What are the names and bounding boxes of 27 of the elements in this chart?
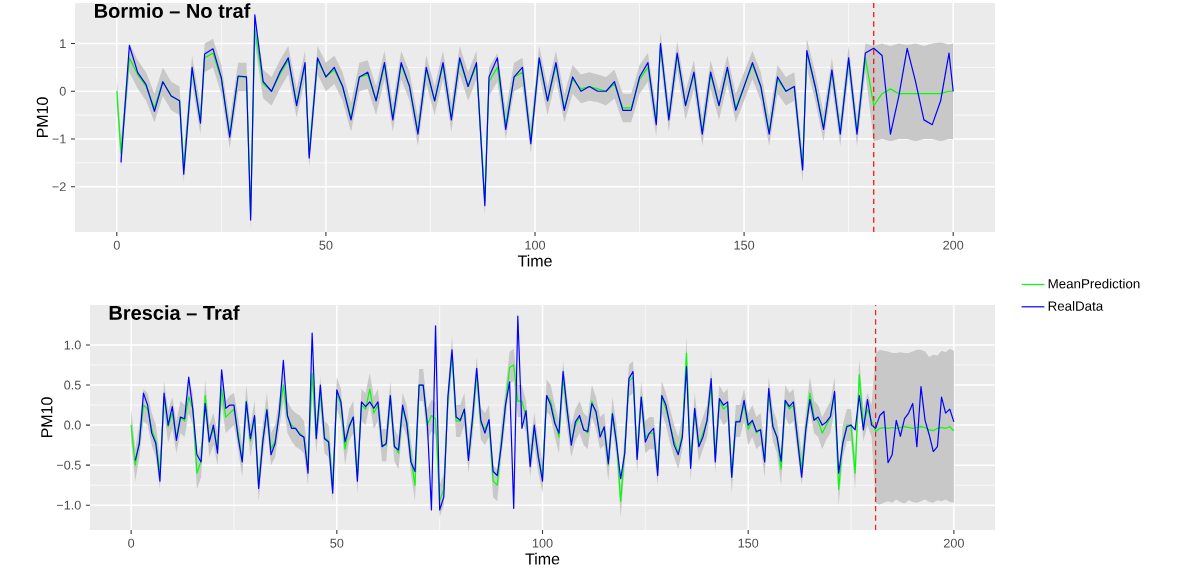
chart-title: Brescia – Traf: [109, 305, 240, 320]
y-tick-label: −2: [52, 182, 66, 192]
y-tick-label: 0.5: [64, 380, 81, 390]
x-tick-label: 0: [128, 538, 135, 548]
x-axis-title: Time: [525, 552, 560, 565]
x-tick-label: 0: [113, 240, 120, 250]
y-axis-title: PM10: [36, 97, 49, 138]
chart-title: Bormio – No traf: [95, 3, 251, 18]
y-tick-label: −1.0: [56, 500, 81, 510]
x-tick-label: 200: [943, 538, 964, 548]
x-tick-label: 200: [943, 240, 964, 250]
y-axis-title: PM10: [41, 397, 53, 438]
legend-label: RealData: [1048, 300, 1104, 311]
y-tick-label: 0.0: [64, 420, 81, 430]
y-tick-label: 1: [60, 39, 66, 48]
x-tick-label: 100: [525, 240, 546, 250]
x-tick-label: 50: [319, 240, 333, 250]
x-axis-title: Time: [517, 254, 552, 267]
legend-label: MeanPrediction: [1048, 278, 1140, 289]
y-tick-label: 0: [59, 86, 66, 96]
x-tick-label: 50: [330, 538, 344, 548]
x-tick-label: 150: [738, 538, 759, 548]
y-tick-label: 1.0: [64, 340, 81, 350]
x-tick-label: 150: [734, 240, 755, 250]
y-tick-label: −1: [52, 134, 66, 144]
x-tick-label: 100: [532, 538, 553, 548]
y-tick-label: −0.5: [56, 460, 81, 470]
